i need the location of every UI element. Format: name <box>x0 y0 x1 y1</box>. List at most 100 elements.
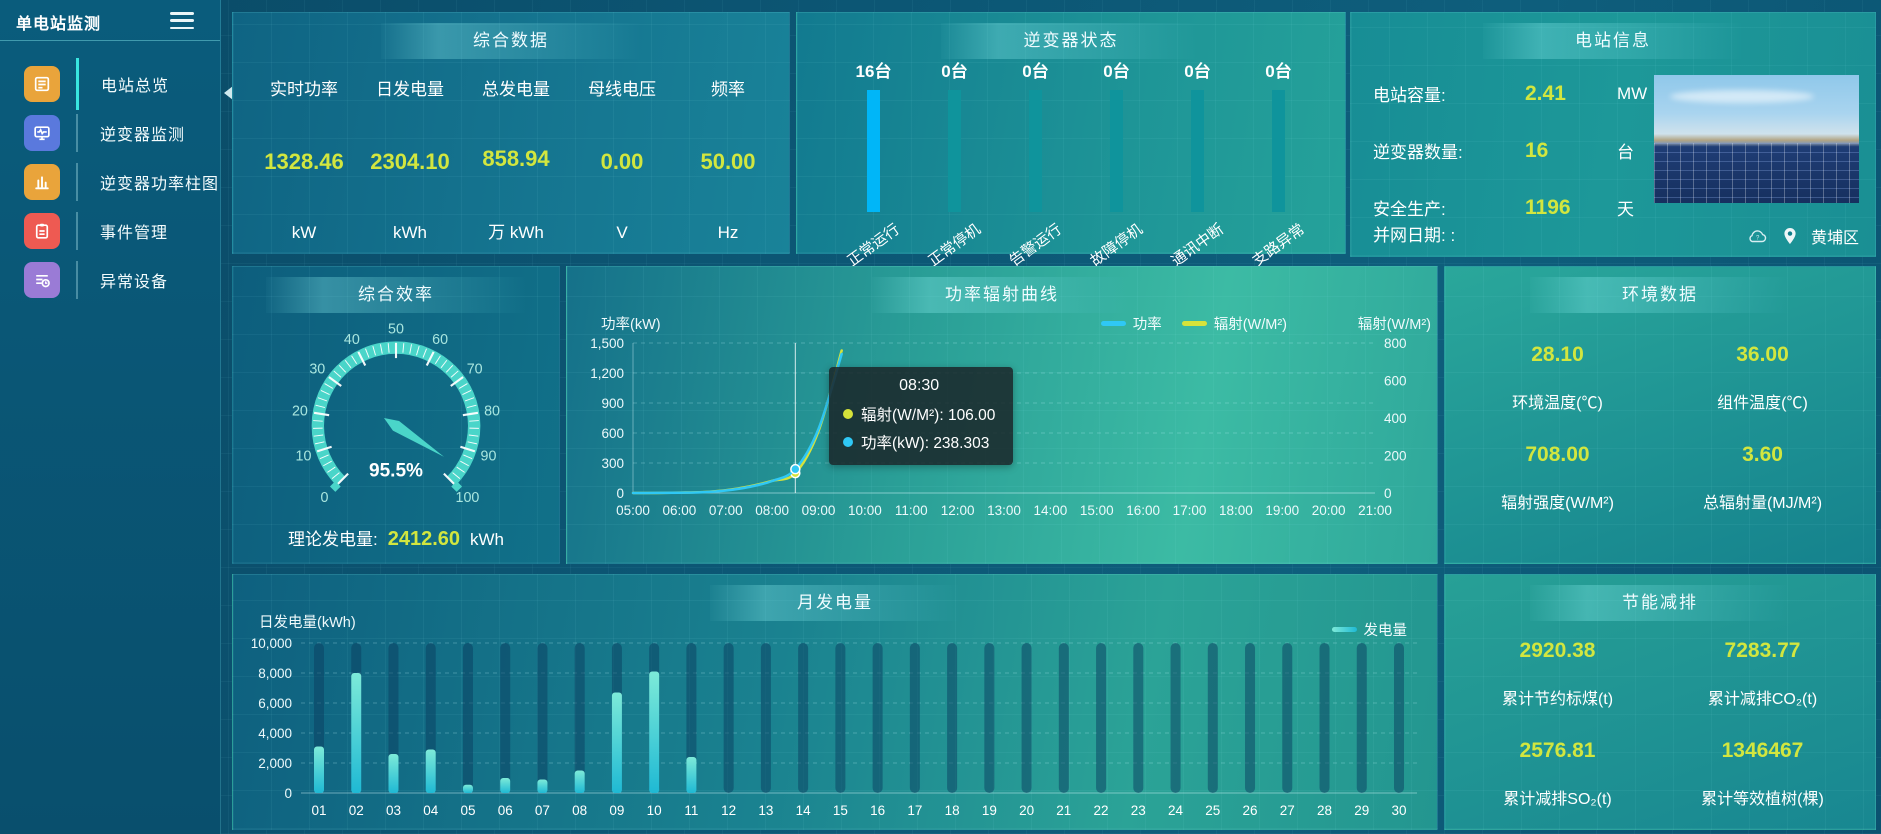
status-count: 0台 <box>1265 62 1292 81</box>
right-axis-name: 辐射(W/M²) <box>1357 317 1431 333</box>
row-value: 2.41 <box>1525 81 1566 105</box>
dashboard-content: 综合数据 实时功率 1328.46 kW 日发电量 2304.10 kWh 总发… <box>220 0 1881 834</box>
env-module-temp: 36.00 组件温度(℃) <box>1660 343 1865 413</box>
status-bar <box>948 90 961 212</box>
svg-text:10,000: 10,000 <box>251 636 292 651</box>
svg-text:0: 0 <box>284 786 292 801</box>
stat-value: 2920.38 <box>1519 639 1596 662</box>
station-location[interactable]: ? 黄埔区 <box>1745 224 1859 248</box>
bar-day-09 <box>611 692 622 793</box>
sidebar-menu: 电站总览 逆变器监测 逆变器功率柱图 事件管理 <box>0 57 220 304</box>
metric-unit: kWh <box>393 223 427 242</box>
sidebar-item-inverter-power-bars[interactable]: 逆变器功率柱图 <box>0 157 220 206</box>
bar-track <box>1133 643 1144 793</box>
stat-label: 累计减排SO₂(t) <box>1503 791 1612 808</box>
svg-text:30: 30 <box>309 361 325 377</box>
metric-label: 频率 <box>711 80 745 99</box>
svg-text:06: 06 <box>498 803 513 818</box>
env-radiation-intensity: 708.00 辐射强度(W/M²) <box>1455 443 1660 513</box>
efficiency-gauge[interactable]: 0 10 20 30 40 50 60 70 80 90 100 95.5% <box>246 319 546 524</box>
savings-metrics: 2920.38 累计节约标煤(t) 7283.77 累计减排CO₂(t) 257… <box>1455 639 1865 809</box>
power-dot <box>843 437 853 447</box>
svg-text:21:00: 21:00 <box>1358 503 1392 518</box>
bar-day-07 <box>537 779 548 793</box>
sidebar-item-event-management[interactable]: 事件管理 <box>0 206 220 255</box>
district-name[interactable]: 黄埔区 <box>1810 230 1859 247</box>
row-label: 逆变器数量: <box>1373 143 1463 162</box>
svg-text:2,000: 2,000 <box>258 756 292 771</box>
safe-production-row: 安全生产: 1196 天 <box>1373 179 1683 236</box>
bar-track <box>835 643 846 793</box>
svg-text:14:00: 14:00 <box>1033 503 1067 518</box>
status-label: 通讯中断 <box>1168 220 1228 270</box>
sidebar-item-abnormal-devices[interactable]: 异常设备 <box>0 255 220 304</box>
panel-monthly-generation: 月发电量 日发电量(kWh) 发电量 10,000 8,000 6,000 4,000… <box>232 574 1438 830</box>
status-label: 正常运行 <box>844 220 904 270</box>
row-label: 电站容量: <box>1373 86 1446 105</box>
panel-inverter-status: 逆变器状态 16台 正常运行 0台 正常停机 0台 告警运行 0台 故障停机 <box>796 12 1346 270</box>
panel-power-radiation-curve: 功率辐射曲线 功率(kW) 功率 辐射(W/M²) 辐射(W/M²) 1,500… <box>566 266 1438 564</box>
monthly-generation-bar-chart[interactable]: 10,000 8,000 6,000 4,000 2,000 0 01 02 03 04 05 06 0… <box>239 631 1427 823</box>
svg-text:07:00: 07:00 <box>709 503 743 518</box>
bar-track <box>872 643 883 793</box>
metric-unit: Hz <box>717 223 739 242</box>
svg-text:70: 70 <box>467 361 483 377</box>
station-overview-icon <box>24 65 60 102</box>
item-divider <box>76 113 78 152</box>
inverter-status-chart[interactable]: 16台 正常运行 0台 正常停机 0台 告警运行 0台 故障停机 0台 <box>833 57 1319 270</box>
sidebar-item-label: 事件管理 <box>100 224 169 242</box>
legend-item-generation[interactable]: 发电量 <box>1331 619 1407 640</box>
svg-text:12: 12 <box>721 803 736 818</box>
bar-day-10 <box>649 671 660 793</box>
panel-station-info: 电站信息 电站容量: 2.41 MW 逆变器数量: 16 台 安全生产: 119… <box>1350 12 1876 257</box>
legend-swatch <box>1100 321 1126 326</box>
gauge-value: 95.5% <box>369 460 423 481</box>
stat-value: 7283.77 <box>1724 639 1801 662</box>
svg-text:13: 13 <box>758 803 773 818</box>
bar-track <box>1021 643 1032 793</box>
panel-title: 综合数据 <box>381 23 641 59</box>
svg-text:01: 01 <box>311 803 326 818</box>
power-radiation-line-chart[interactable]: 1,500 1,200 900 600 300 0 800 600 400 200 0 05:00 06… <box>575 331 1431 551</box>
inverter-status-comm-lost: 0台 通讯中断 <box>1157 57 1238 270</box>
menu-toggle-icon[interactable] <box>170 12 194 29</box>
svg-text:17: 17 <box>907 803 922 818</box>
stat-label: 累计减排CO₂(t) <box>1707 691 1818 708</box>
weather-icon[interactable]: ? <box>1745 228 1769 245</box>
svg-text:10: 10 <box>296 449 312 465</box>
sidebar-collapse-button[interactable] <box>224 86 233 100</box>
left-axis-name: 功率(kW) <box>601 317 661 333</box>
legend-label: 功率 <box>1132 317 1162 333</box>
svg-text:40: 40 <box>344 332 360 348</box>
bar-track <box>462 643 473 793</box>
stat-label: 累计节约标煤(t) <box>1501 691 1614 708</box>
svg-text:18: 18 <box>945 803 960 818</box>
status-bar <box>1272 90 1285 212</box>
status-label: 故障停机 <box>1087 220 1147 270</box>
metric-value: 2304.10 <box>370 148 450 174</box>
item-divider <box>76 260 78 299</box>
bar-track <box>1058 643 1069 793</box>
status-count: 0台 <box>1103 62 1130 81</box>
svg-text:02: 02 <box>349 803 364 818</box>
svg-text:08:00: 08:00 <box>755 503 789 518</box>
summary-metrics: 实时功率 1328.46 kW 日发电量 2304.10 kWh 总发电量 85… <box>251 71 781 247</box>
sidebar-item-inverter-monitor[interactable]: 逆变器监测 <box>0 108 220 157</box>
footer-unit: kWh <box>470 530 505 549</box>
theoretical-energy: 理论发电量: 2412.60 kWh <box>233 525 559 551</box>
svg-text:60: 60 <box>432 332 448 348</box>
bar-track <box>537 643 548 793</box>
panel-title: 节能减排 <box>1530 585 1790 621</box>
legend-item-radiation[interactable]: 辐射(W/M²) <box>1181 313 1287 334</box>
svg-text:03: 03 <box>386 803 401 818</box>
panel-title: 逆变器状态 <box>941 23 1201 59</box>
stat-value: 1346467 <box>1721 739 1804 762</box>
sidebar-item-label: 逆变器功率柱图 <box>100 175 220 193</box>
svg-text:50: 50 <box>388 321 404 337</box>
sidebar-item-station-overview[interactable]: 电站总览 <box>0 57 220 110</box>
saving-coal: 2920.38 累计节约标煤(t) <box>1455 639 1660 709</box>
legend-item-power[interactable]: 功率 <box>1100 313 1162 334</box>
bar-day-06 <box>500 778 511 793</box>
metric-unit: kW <box>291 223 317 242</box>
metric-total-energy: 总发电量 858.94 万 kWh <box>463 71 569 247</box>
